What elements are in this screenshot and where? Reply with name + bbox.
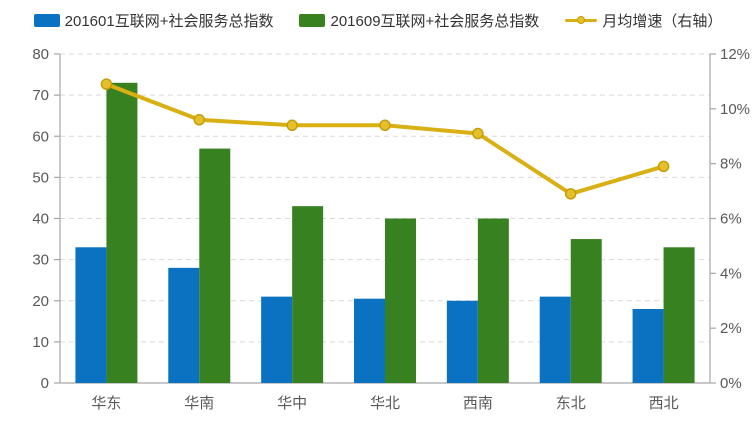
legend-label-growth: 月均增速（右轴） bbox=[602, 12, 723, 30]
left-axis-label-30: 30 bbox=[32, 252, 49, 269]
x-label-华南: 华南 bbox=[184, 395, 214, 412]
left-axis-label-40: 40 bbox=[32, 211, 49, 228]
left-axis-label-20: 20 bbox=[32, 293, 49, 310]
bar-201609-华南 bbox=[199, 148, 231, 383]
right-axis-label-10: 10% bbox=[720, 101, 750, 118]
bar-201609-华东 bbox=[106, 82, 138, 383]
left-axis-label-70: 70 bbox=[32, 87, 49, 104]
right-axis-label-6: 6% bbox=[720, 211, 742, 228]
x-label-华东: 华东 bbox=[91, 395, 121, 412]
line-point-华东 bbox=[100, 78, 113, 90]
x-label-华北: 华北 bbox=[370, 395, 400, 412]
legend-item-growth: 月均增速（右轴） bbox=[565, 10, 722, 31]
bar-201601-华东 bbox=[75, 247, 107, 383]
x-label-西南: 西南 bbox=[463, 395, 493, 412]
bar-201601-西南 bbox=[446, 300, 478, 383]
bar-201601-华南 bbox=[168, 267, 200, 383]
right-axis-label-0: 0% bbox=[720, 375, 742, 392]
right-axis-label-12: 12% bbox=[720, 46, 750, 63]
right-axis-label-8: 8% bbox=[720, 156, 742, 173]
line-point-东北 bbox=[564, 188, 577, 200]
left-axis-label-60: 60 bbox=[32, 128, 49, 145]
legend-item-201609: 201609互联网+社会服务总指数 bbox=[299, 10, 539, 31]
line-point-华南 bbox=[193, 114, 206, 126]
bar-201609-东北 bbox=[570, 239, 602, 383]
legend-item-201601: 201601互联网+社会服务总指数 bbox=[33, 10, 274, 31]
bar-201601-华中 bbox=[261, 296, 293, 383]
left-axis-label-50: 50 bbox=[32, 169, 49, 186]
bar-201609-华中 bbox=[292, 206, 324, 383]
bar-201601-华北 bbox=[354, 298, 385, 383]
legend-swatch-blue-icon bbox=[33, 13, 60, 27]
line-point-华中 bbox=[286, 119, 298, 132]
x-label-东北: 东北 bbox=[556, 395, 586, 412]
legend-swatch-green-icon bbox=[299, 13, 326, 27]
right-axis-label-2: 2% bbox=[720, 320, 742, 337]
x-label-华中: 华中 bbox=[277, 395, 307, 412]
left-axis-label-80: 80 bbox=[32, 46, 49, 63]
bar-201609-西南 bbox=[477, 218, 509, 383]
legend-line-marker-icon bbox=[565, 13, 598, 27]
x-label-西北: 西北 bbox=[649, 395, 679, 412]
line-point-西北 bbox=[657, 160, 670, 173]
bar-201609-华北 bbox=[385, 218, 416, 383]
bar-201601-西北 bbox=[632, 308, 664, 383]
left-axis-label-0: 0 bbox=[41, 375, 49, 392]
legend-label-201609: 201609互联网+社会服务总指数 bbox=[330, 12, 540, 30]
bar-201601-东北 bbox=[539, 296, 571, 383]
right-axis-label-4: 4% bbox=[720, 265, 742, 282]
line-point-西南 bbox=[472, 127, 484, 140]
bar-201609-西北 bbox=[663, 247, 695, 383]
line-point-华北 bbox=[379, 119, 391, 132]
chart-legend: 201601互联网+社会服务总指数 201609互联网+社会服务总指数 月均增速… bbox=[0, 8, 756, 32]
legend-label-201601: 201601互联网+社会服务总指数 bbox=[64, 12, 274, 30]
left-axis-label-10: 10 bbox=[32, 334, 49, 351]
